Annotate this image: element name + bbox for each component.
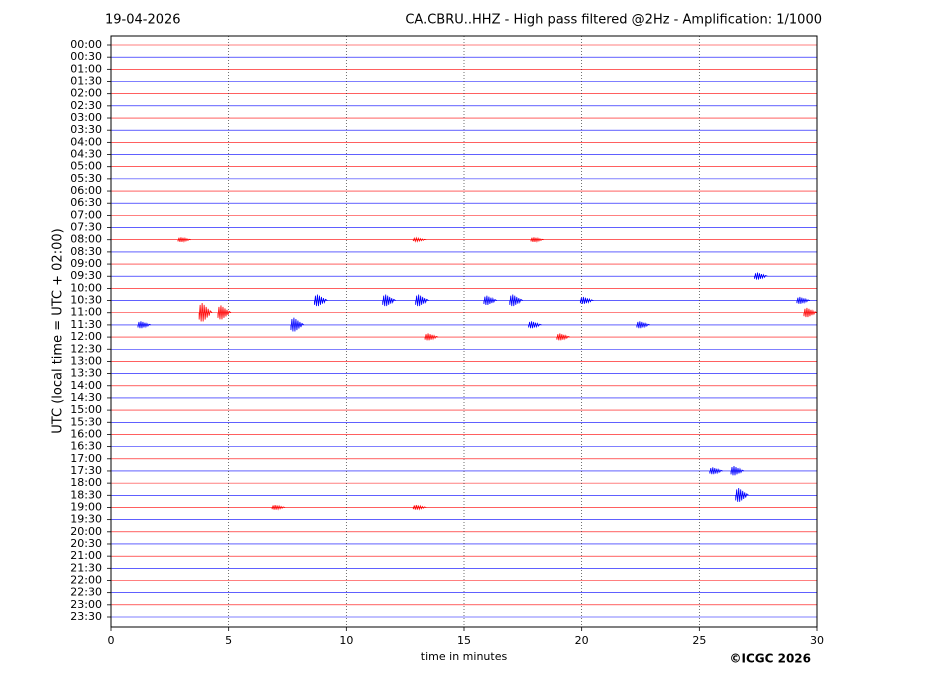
y-tick-label: 05:00 — [70, 160, 102, 173]
seismic-event — [730, 466, 745, 476]
x-tick-label: 15 — [457, 634, 471, 647]
y-tick-label: 09:30 — [70, 269, 102, 282]
y-tick-label: 15:00 — [70, 403, 102, 416]
seismic-event — [198, 302, 213, 322]
y-tick-label: 14:30 — [70, 391, 102, 404]
y-tick-label: 21:00 — [70, 549, 102, 562]
y-tick-label: 02:30 — [70, 99, 102, 112]
x-axis-label: time in minutes — [421, 650, 508, 663]
y-tick-label: 19:30 — [70, 513, 102, 526]
y-tick-label: 18:00 — [70, 476, 102, 489]
y-tick-label: 04:30 — [70, 148, 102, 161]
seismic-event — [424, 333, 439, 341]
seismic-event — [796, 296, 811, 304]
y-tick-label: 16:00 — [70, 427, 102, 440]
x-tick-label: 30 — [810, 634, 824, 647]
y-tick-label: 22:30 — [70, 586, 102, 599]
seismic-event — [271, 504, 286, 511]
y-tick-label: 01:30 — [70, 75, 102, 88]
y-tick-label: 07:00 — [70, 208, 102, 221]
x-tick-label: 10 — [339, 634, 353, 647]
seismic-event — [636, 321, 650, 329]
seismic-event — [803, 307, 818, 318]
chart-title: CA.CBRU..HHZ - High pass filtered @2Hz -… — [405, 13, 822, 28]
y-tick-label: 03:00 — [70, 111, 102, 124]
seismic-event — [709, 467, 723, 475]
y-tick-label: 11:30 — [70, 318, 102, 331]
x-tick-label: 5 — [225, 634, 232, 647]
y-tick-label: 13:00 — [70, 354, 102, 367]
y-tick-label: 00:00 — [70, 38, 102, 51]
seismic-event — [314, 294, 328, 307]
y-tick-label: 05:30 — [70, 172, 102, 185]
seismic-event — [217, 305, 232, 320]
seismic-event — [735, 487, 749, 502]
y-tick-label: 01:00 — [70, 62, 102, 75]
y-tick-label: 03:30 — [70, 123, 102, 136]
y-tick-label: 20:30 — [70, 537, 102, 550]
x-tick-label: 25 — [692, 634, 706, 647]
seismic-event — [483, 295, 498, 306]
y-tick-label: 22:00 — [70, 573, 102, 586]
y-tick-label: 12:00 — [70, 330, 102, 343]
y-tick-label: 14:00 — [70, 379, 102, 392]
seismic-event — [137, 321, 152, 329]
seismic-event — [382, 294, 396, 307]
y-tick-label: 23:30 — [70, 610, 102, 623]
seismic-event — [556, 333, 570, 341]
y-tick-label: 10:00 — [70, 281, 102, 294]
y-tick-label: 15:30 — [70, 415, 102, 428]
seismic-event — [509, 294, 523, 307]
y-tick-label: 18:30 — [70, 488, 102, 501]
y-tick-label: 21:30 — [70, 561, 102, 574]
seismic-event — [177, 237, 192, 243]
y-tick-label: 09:00 — [70, 257, 102, 270]
y-tick-label: 02:00 — [70, 87, 102, 100]
credit: ©ICGC 2026 — [729, 652, 811, 666]
y-tick-label: 06:00 — [70, 184, 102, 197]
seismic-event — [290, 317, 305, 332]
y-tick-label: 08:30 — [70, 245, 102, 258]
y-tick-label: 06:30 — [70, 196, 102, 209]
seismic-event — [754, 272, 768, 280]
y-tick-label: 19:00 — [70, 500, 102, 513]
y-tick-label: 07:30 — [70, 221, 102, 234]
x-tick-label: 0 — [108, 634, 115, 647]
x-tick-label: 20 — [575, 634, 589, 647]
y-axis-label: UTC (local time = UTC + 02:00) — [51, 228, 66, 433]
seismic-event — [530, 237, 545, 243]
y-tick-label: 04:00 — [70, 135, 102, 148]
y-tick-label: 10:30 — [70, 294, 102, 307]
y-tick-label: 20:00 — [70, 525, 102, 538]
y-tick-label: 13:30 — [70, 367, 102, 380]
y-tick-label: 11:00 — [70, 306, 102, 319]
chart-date: 19-04-2026 — [105, 13, 181, 28]
y-tick-label: 16:30 — [70, 440, 102, 453]
y-tick-label: 23:00 — [70, 598, 102, 611]
y-tick-label: 17:00 — [70, 452, 102, 465]
y-tick-label: 00:30 — [70, 50, 102, 63]
seismic-event — [412, 236, 427, 243]
y-tick-label: 08:00 — [70, 233, 102, 246]
seismic-event — [412, 504, 427, 511]
y-tick-label: 12:30 — [70, 342, 102, 355]
plot-frame — [110, 35, 818, 628]
y-tick-label: 17:30 — [70, 464, 102, 477]
seismic-event — [528, 321, 542, 329]
seismic-event — [415, 294, 429, 307]
seismic-event — [579, 296, 594, 304]
